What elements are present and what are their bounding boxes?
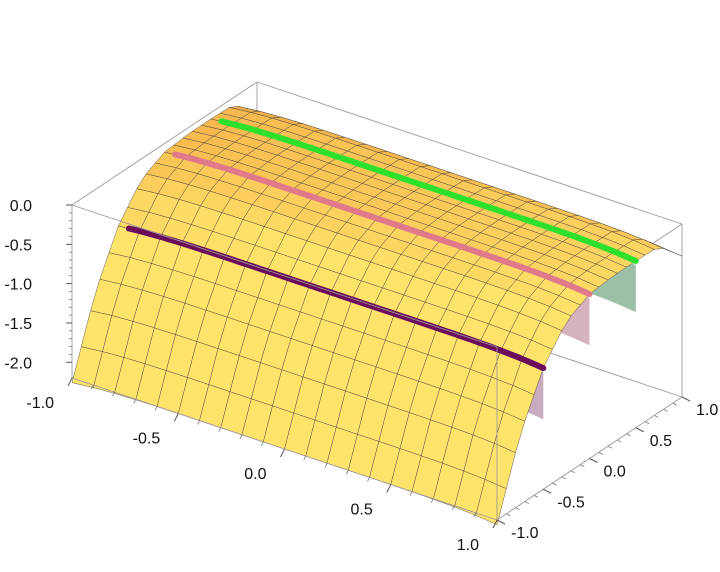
x-axis-tick-4 <box>492 519 498 529</box>
y-axis-minor-tick <box>598 451 603 455</box>
x-axis-tick-2 <box>280 448 285 458</box>
y-axis-minor-tick <box>672 402 677 406</box>
y-axis-tick-1 <box>543 488 552 494</box>
x-axis-minor-tick <box>452 505 455 510</box>
surface-patch-19-0 <box>475 479 507 526</box>
surface-curve-3 <box>218 118 639 264</box>
y-axis-tick-label-1: -0.5 <box>557 494 585 511</box>
y-axis-minor-tick <box>506 513 511 517</box>
y-axis-minor-tick <box>617 439 622 443</box>
y-axis-minor-tick <box>524 501 529 504</box>
y-axis-tick-label-0: -1.0 <box>511 525 539 542</box>
x-axis-minor-tick <box>218 427 222 432</box>
x-axis-minor-tick <box>239 434 243 439</box>
surface-curve-2 <box>172 151 593 298</box>
z-axis-tick-label-0: 0.0 <box>10 198 32 215</box>
box-front-edge-top <box>71 204 498 348</box>
x-axis-tick-label-4: 1.0 <box>457 537 479 554</box>
x-axis-minor-tick <box>473 512 477 518</box>
box-back-edge-top <box>256 81 683 225</box>
y-axis-tick-label-4: 1.0 <box>696 402 718 419</box>
surface-curve-1 <box>125 225 547 372</box>
x-axis-minor-tick <box>90 384 94 390</box>
z-axis-tick-label-3: -1.5 <box>4 316 32 333</box>
y-axis-minor-tick <box>663 408 668 412</box>
y-axis-minor-tick <box>533 495 539 498</box>
y-axis-tick-label-2: 0.0 <box>604 464 626 481</box>
y-axis-minor-tick <box>626 433 631 437</box>
z-axis: 0.0 -0.5 -1.0 -1.5 -2.0 <box>4 198 72 372</box>
y-axis-minor-tick <box>515 507 520 511</box>
x-axis-tick-label-0: -1.0 <box>26 395 54 412</box>
box-back-edge-top-left <box>71 81 258 206</box>
z-axis-tick-label-2: -1.0 <box>4 277 32 294</box>
x-axis-minor-tick <box>345 470 349 475</box>
x-axis-minor-tick <box>324 463 328 468</box>
x-axis-minor-tick <box>303 455 307 461</box>
x-axis-tick-label-3: 0.5 <box>351 502 373 519</box>
x-axis-tick-0 <box>67 377 73 387</box>
x-axis-minor-tick <box>260 441 264 447</box>
x-axis-minor-tick <box>367 477 370 482</box>
x-axis-tick-label-1: -0.5 <box>133 431 161 448</box>
y-axis-minor-tick <box>552 482 557 486</box>
y-axis-minor-tick <box>654 415 659 418</box>
x-axis-minor-tick <box>154 406 158 411</box>
x-axis-tick-label-2: 0.0 <box>244 466 266 483</box>
y-axis-minor-tick <box>561 476 566 480</box>
y-axis-tick-4 <box>681 396 691 402</box>
y-axis-minor-tick <box>580 464 585 468</box>
y-axis-minor-tick <box>607 445 613 449</box>
y-axis-tick-3 <box>635 427 644 433</box>
z-axis-tick-label-1: -0.5 <box>4 237 32 254</box>
x-axis-tick-3 <box>386 484 392 493</box>
y-axis-tick-label-3: 0.5 <box>650 433 672 450</box>
z-axis-tick-label-4: -2.0 <box>4 355 32 372</box>
x-axis: -1.0 -0.5 0.0 0.5 1.0 <box>26 377 498 554</box>
y-axis-minor-tick <box>644 421 650 424</box>
x-axis-minor-tick <box>197 420 200 425</box>
x-axis-minor-tick <box>409 491 413 496</box>
x-axis-tick-1 <box>173 413 179 422</box>
y-axis-tick-0 <box>496 519 506 525</box>
y-axis-tick-2 <box>589 458 598 463</box>
y-axis-minor-tick <box>570 470 576 474</box>
x-axis-minor-tick <box>133 399 137 404</box>
x-axis-minor-tick <box>112 392 115 397</box>
y-axis: -1.0 -0.5 0.0 0.5 1.0 <box>496 396 718 542</box>
highlighted-curves <box>125 118 639 372</box>
x-axis-minor-tick <box>430 498 434 503</box>
